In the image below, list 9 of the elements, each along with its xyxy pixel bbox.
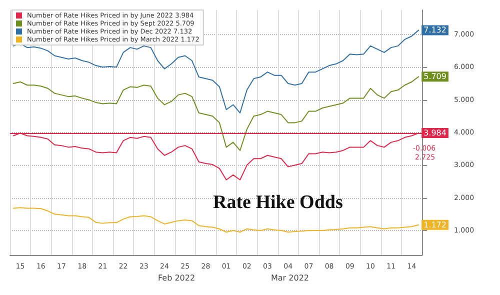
data-label: 5.709 <box>424 72 446 82</box>
data-label: 1.172 <box>424 220 446 230</box>
line-series <box>12 30 420 114</box>
text: Feb 2022 <box>158 274 196 282</box>
data-label: 3.984 <box>424 128 446 138</box>
text: Mar 2022 <box>271 274 309 282</box>
data-label: 7.132 <box>424 26 446 35</box>
line-series <box>12 207 420 233</box>
text: Rate Hike Odds <box>213 192 343 213</box>
